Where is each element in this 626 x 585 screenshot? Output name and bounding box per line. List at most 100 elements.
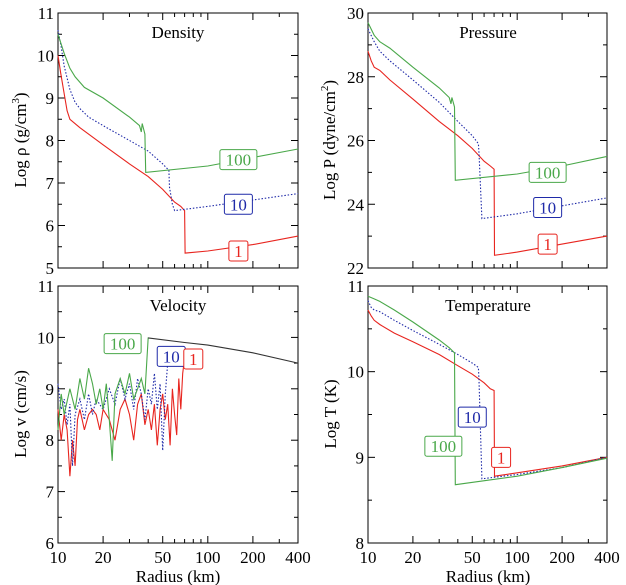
series-line-1	[367, 51, 608, 256]
series-line-100	[367, 22, 608, 181]
y-tick-label: 7	[46, 483, 55, 502]
annotation-box: 1	[228, 240, 249, 262]
series-line-10	[367, 28, 608, 220]
annotations-velocity: 100 10 1	[103, 333, 204, 370]
y-tick-label: 9	[46, 380, 55, 399]
annotation-label: 1	[189, 350, 198, 369]
annotation-frame	[103, 333, 142, 355]
y-axis-label: Log T (K)	[321, 379, 340, 448]
x-tick-label: 100	[504, 548, 530, 567]
y-tick-label: 11	[348, 277, 364, 296]
series-velocity	[57, 337, 299, 477]
y-axis-label: Log ρ (g/cm3)	[10, 92, 30, 187]
annotation-box: 10	[533, 196, 563, 218]
y-tick-label: 11	[38, 4, 54, 23]
x-tick-label: 100	[195, 548, 221, 567]
annotation-label: 10	[464, 408, 481, 427]
panel-temperature: Temperature Log T (K) 10 20 50 100 200 400891…	[321, 277, 620, 585]
plot-frame	[57, 12, 299, 269]
annotation-label: 100	[535, 163, 561, 182]
y-tick-label: 24	[347, 195, 365, 214]
series-line-1	[57, 55, 299, 254]
panel-title: Velocity	[150, 296, 207, 315]
series-density	[57, 29, 299, 254]
annotation-label: 1	[234, 242, 243, 261]
series-temperature	[367, 295, 608, 486]
plot-frame	[367, 12, 608, 269]
y-tick-label: 7	[46, 174, 55, 193]
ticks-density: 5 6 7 8 9 10 11	[37, 4, 299, 278]
series-line-100	[57, 34, 299, 174]
annotation-box: 100	[424, 435, 463, 457]
annotation-box: 1	[537, 233, 558, 255]
x-tick-label: 50	[154, 548, 171, 567]
x-tick-label: 200	[549, 548, 575, 567]
y-tick-label: 26	[347, 132, 364, 151]
panel-title: Temperature	[445, 296, 531, 315]
y-tick-label: 8	[46, 431, 55, 450]
series-line-outer	[148, 337, 299, 364]
annotations-pressure: 100 10 1	[528, 161, 567, 255]
annotation-frame	[424, 435, 463, 457]
x-tick-label: 200	[240, 548, 266, 567]
series-line-100	[367, 295, 608, 486]
y-tick-label: 8	[46, 132, 55, 151]
annotations-temperature: 100 10 1	[424, 406, 512, 468]
annotation-box: 1	[491, 446, 512, 468]
panel-pressure: Pressure Log P (dyne/cm2) 22 24 26 28 30 100…	[319, 4, 608, 278]
annotation-label: 10	[539, 198, 556, 217]
y-tick-label: 6	[46, 217, 55, 236]
annotation-label: 10	[163, 347, 180, 366]
panel-title: Density	[152, 23, 205, 42]
y-tick-label: 5	[46, 259, 55, 278]
y-tick-label: 22	[347, 259, 364, 278]
y-tick-label: 30	[347, 4, 364, 23]
series-line-1	[57, 357, 186, 477]
series-pressure	[367, 22, 608, 256]
annotation-label: 100	[431, 437, 457, 456]
annotation-box: 100	[103, 333, 142, 355]
y-tick-label: 9	[46, 89, 55, 108]
x-tick-label: 20	[95, 548, 112, 567]
annotations-density: 100 10 1	[219, 149, 258, 262]
annotation-frame	[537, 233, 558, 255]
y-axis-label: Log v (cm/s)	[11, 370, 30, 458]
series-line-10	[367, 300, 608, 480]
annotation-box: 1	[183, 348, 204, 370]
series-line-10	[57, 29, 299, 212]
annotation-label: 10	[230, 195, 247, 214]
x-axis-label: Radius (km)	[446, 567, 531, 585]
y-tick-label: 28	[347, 68, 364, 87]
panel-density: Density Log ρ (g/cm3) 5 6 7 8 9 10 11 100 10 1	[10, 4, 299, 278]
annotation-box: 100	[219, 149, 258, 171]
panel-velocity: Velocity Log v (cm/s) 10 20 50 100 200 400 6 7 8…	[11, 277, 311, 585]
x-tick-label: 400	[285, 548, 311, 567]
y-tick-label: 10	[347, 363, 364, 382]
y-tick-label: 11	[38, 277, 54, 296]
annotation-frame	[223, 193, 253, 215]
annotation-frame	[457, 406, 487, 428]
annotation-frame	[228, 240, 249, 262]
annotation-box: 10	[223, 193, 253, 215]
annotation-box: 100	[528, 161, 567, 183]
x-tick-label: 10	[50, 548, 67, 567]
y-tick-label: 9	[356, 448, 365, 467]
y-tick-label: 6	[46, 534, 55, 553]
y-tick-label: 10	[37, 328, 54, 347]
x-tick-label: 50	[464, 548, 481, 567]
annotation-box: 10	[156, 345, 186, 367]
series-line-100	[57, 337, 149, 461]
ticks-velocity: 10 20 50 100 200 400 6 7 8 9 10 11	[37, 277, 311, 567]
y-axis-label: Log P (dyne/cm2)	[319, 80, 339, 200]
y-tick-label: 10	[37, 47, 54, 66]
annotation-frame	[491, 446, 512, 468]
plot-frame	[367, 285, 608, 544]
annotation-frame	[528, 161, 567, 183]
panel-title: Pressure	[459, 23, 517, 42]
annotation-label: 100	[226, 151, 252, 170]
annotation-label: 100	[110, 335, 136, 354]
x-tick-label: 10	[360, 548, 377, 567]
series-line-1	[367, 309, 608, 477]
annotation-label: 1	[543, 235, 552, 254]
